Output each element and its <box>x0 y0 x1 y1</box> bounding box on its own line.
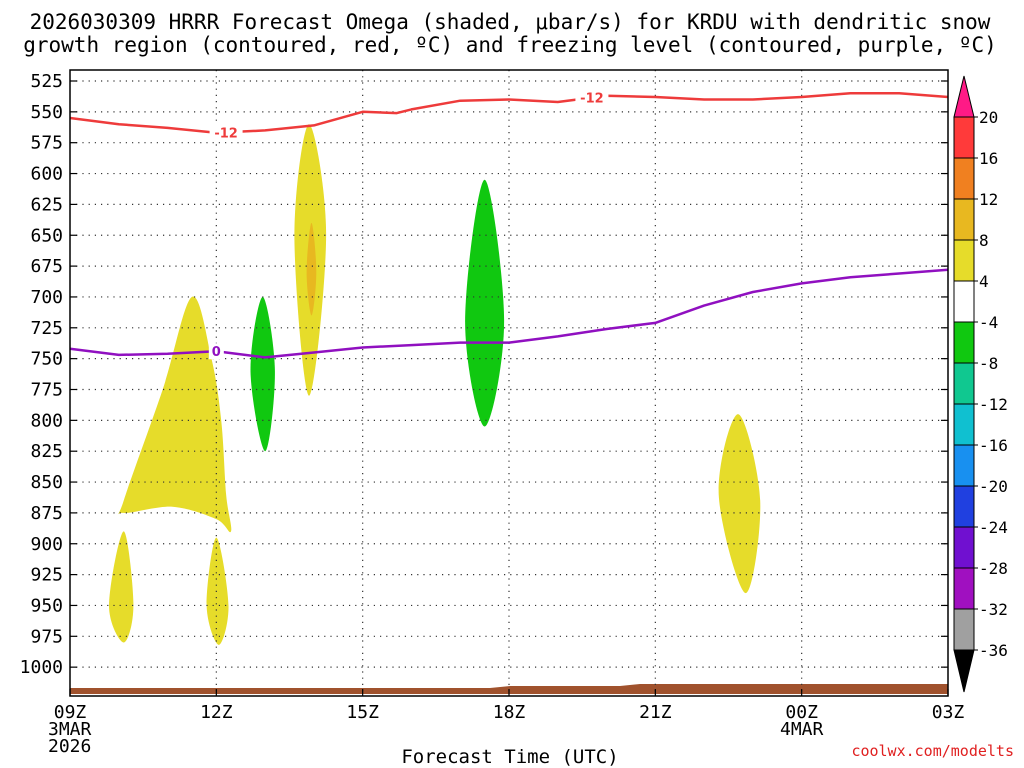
colorbar-segment <box>953 567 975 610</box>
x-tick-label: 12Z <box>200 702 233 723</box>
x-tick-label: 00Z <box>785 702 818 723</box>
colorbar-segment <box>953 198 975 241</box>
colorbar-segment <box>953 239 975 282</box>
x-tick-label: 4MAR <box>780 719 824 740</box>
y-tick-label: 950 <box>30 595 63 616</box>
y-tick-label: 750 <box>30 349 63 370</box>
colorbar-label: -24 <box>979 518 1008 537</box>
colorbar-label: 12 <box>979 190 998 209</box>
omega-region-6 <box>465 179 505 427</box>
colorbar-label: 20 <box>979 108 998 127</box>
colorbar-segment <box>953 403 975 446</box>
colorbar-segment <box>953 362 975 405</box>
x-tick-label: 09Z <box>54 702 87 723</box>
y-tick-label: 600 <box>30 164 63 185</box>
credit-text: coolwx.com/modelts <box>851 742 1014 760</box>
colorbar-label: -32 <box>979 600 1008 619</box>
y-tick-label: 875 <box>30 503 63 524</box>
colorbar-segment <box>953 526 975 569</box>
y-tick-label: 925 <box>30 565 63 586</box>
plot-area: -12 -12 0 525 550 575 600 625 650 675 700 725 750 775… <box>20 69 965 757</box>
colorbar-bottom-arrow <box>953 649 975 693</box>
chart-title-line2: growth region (contoured, red, ºC) and f… <box>23 33 997 57</box>
colorbar-label: -4 <box>979 313 998 332</box>
y-tick-label: 725 <box>30 318 63 339</box>
x-tick-label: 15Z <box>346 702 379 723</box>
colorbar-label: 4 <box>979 272 989 291</box>
contour-label-bg <box>209 124 243 141</box>
y-tick-label: 850 <box>30 472 63 493</box>
y-tick-label: 625 <box>30 194 63 215</box>
colorbar-label: -8 <box>979 354 998 373</box>
colorbar-segment <box>953 485 975 528</box>
y-tick-label: 550 <box>30 102 63 123</box>
x-axis-label: Forecast Time (UTC) <box>401 746 618 768</box>
y-tick-label: 975 <box>30 626 63 647</box>
contour-label: -12 <box>580 92 604 107</box>
omega-region-5 <box>306 222 317 316</box>
omega-region-0 <box>118 296 232 533</box>
x-tick-label: 2026 <box>48 736 91 757</box>
y-tick-label: 650 <box>30 225 63 246</box>
x-tick-label: 03Z <box>932 702 965 723</box>
contour-label: 0 <box>212 345 221 360</box>
contour-label: -12 <box>214 126 238 141</box>
colorbar-label: -16 <box>979 436 1008 455</box>
y-tick-label: 525 <box>30 71 63 92</box>
y-tick-label: 900 <box>30 534 63 555</box>
colorbar-label: -36 <box>979 641 1008 660</box>
colorbar-segment <box>953 280 975 323</box>
omega-region-7 <box>718 414 761 594</box>
colorbar-label: -20 <box>979 477 1008 496</box>
y-tick-label: 675 <box>30 256 63 277</box>
y-tick-label: 700 <box>30 287 63 308</box>
y-tick-label: 800 <box>30 410 63 431</box>
colorbar-segment <box>953 321 975 364</box>
colorbar-label: -28 <box>979 559 1008 578</box>
y-tick-label: 1000 <box>20 657 63 678</box>
colorbar-label: 8 <box>979 231 989 250</box>
x-tick-label: 3MAR <box>48 719 92 740</box>
colorbar-segment <box>953 608 975 651</box>
colorbar: 20 16 12 8 4 -4 -8 -12 -16 -20 -24 -28 -32 -36 <box>953 75 1008 693</box>
chart-title-line1: 2026030309 HRRR Forecast Omega (shaded, … <box>30 10 991 34</box>
x-tick-label: 21Z <box>639 702 672 723</box>
omega-region-2 <box>206 537 229 645</box>
x-tick-label: 18Z <box>493 702 526 723</box>
omega-region-3 <box>250 296 275 452</box>
colorbar-segment <box>953 116 975 159</box>
omega-region-1 <box>109 531 134 643</box>
y-tick-label: 825 <box>30 441 63 462</box>
contour-label-bg <box>575 89 609 106</box>
contour-label-bg <box>208 343 224 360</box>
colorbar-label: -12 <box>979 395 1008 414</box>
colorbar-label: 16 <box>979 149 998 168</box>
y-tick-label: 775 <box>30 380 63 401</box>
y-tick-label: 575 <box>30 133 63 154</box>
colorbar-top-arrow <box>953 75 975 118</box>
colorbar-segment <box>953 157 975 200</box>
colorbar-segment <box>953 444 975 487</box>
